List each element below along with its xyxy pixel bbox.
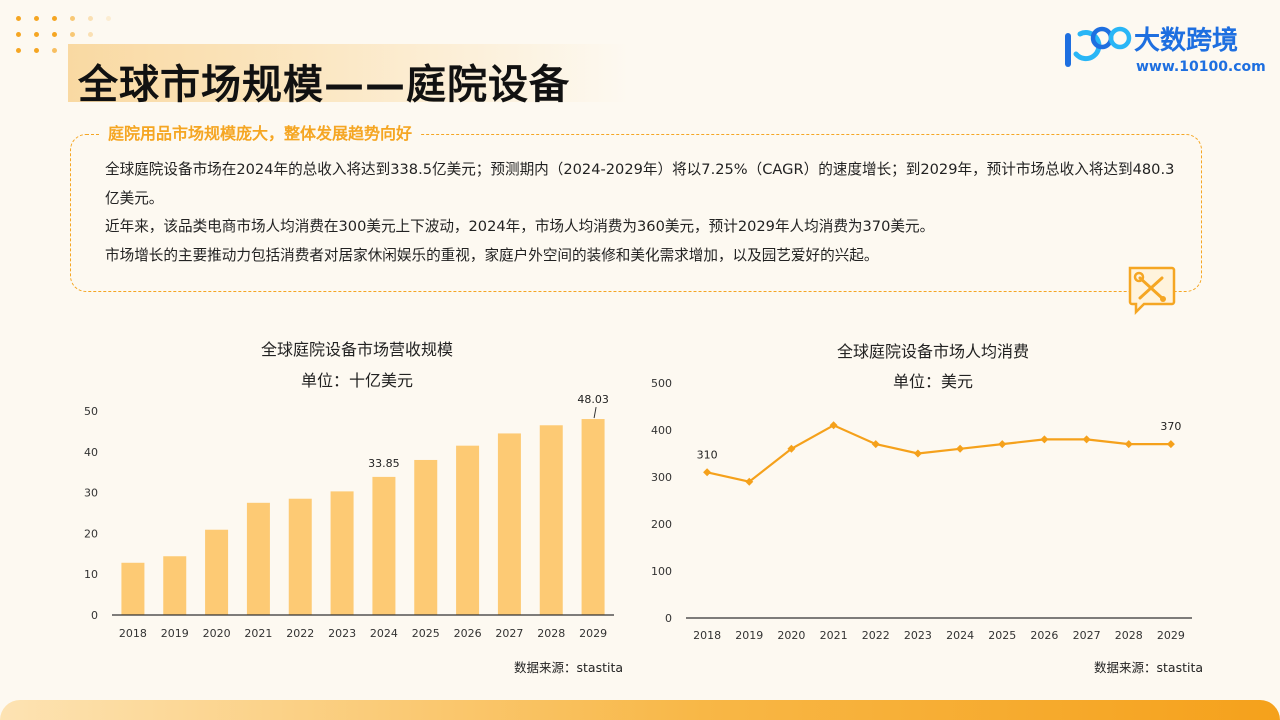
y-tick-label: 300: [651, 471, 672, 484]
y-tick-label: 50: [84, 405, 98, 418]
left-chart-subtitle: 单位：十亿美元: [300, 371, 413, 390]
data-label: 310: [697, 448, 718, 461]
x-tick-label: 2024: [946, 629, 974, 642]
data-point: [703, 468, 712, 477]
data-label-leader: [593, 406, 597, 419]
x-tick-label: 2023: [904, 629, 932, 642]
bar: [497, 433, 521, 615]
data-point: [787, 444, 796, 453]
x-tick-label: 2018: [119, 627, 147, 640]
x-tick-label: 2027: [495, 627, 523, 640]
x-tick-label: 2021: [244, 627, 272, 640]
data-point: [913, 449, 922, 458]
bar: [246, 502, 270, 615]
bar: [372, 476, 396, 615]
x-tick-label: 2020: [203, 627, 231, 640]
data-point: [1040, 435, 1049, 444]
left-chart-source: 数据来源：stastita: [514, 660, 624, 675]
summary-paragraph: 市场增长的主要推动力包括消费者对居家休闲娱乐的重视，家庭户外空间的装修和美化需求…: [105, 246, 879, 264]
x-tick-label: 2020: [777, 629, 805, 642]
summary-paragraph: 近年来，该品类电商市场人均消费在300美元上下波动，2024年，市场人均消费为3…: [105, 218, 935, 235]
series-line: [706, 424, 1171, 483]
data-point: [998, 440, 1007, 449]
data-label: 33.85: [368, 457, 400, 470]
y-tick-label: 0: [91, 609, 98, 622]
x-tick-label: 2022: [286, 627, 314, 640]
data-point: [829, 421, 838, 430]
bar: [205, 529, 229, 615]
data-point: [1082, 435, 1091, 444]
y-tick-label: 400: [651, 424, 672, 437]
data-point: [871, 440, 880, 449]
data-point: [1166, 440, 1175, 449]
x-tick-label: 2025: [988, 629, 1016, 642]
data-point: [745, 477, 754, 486]
x-tick-label: 2026: [1030, 629, 1058, 642]
data-label: 370: [1160, 420, 1181, 433]
x-tick-label: 2019: [735, 629, 763, 642]
summary-body: 全球庭院设备市场在2024年的总收入将达到338.5亿美元；预测期内（2024-…: [105, 156, 1185, 270]
bar: [288, 498, 312, 615]
x-tick-label: 2018: [693, 629, 721, 642]
x-tick-label: 2029: [1157, 629, 1185, 642]
x-tick-label: 2028: [1115, 629, 1143, 642]
x-tick-label: 2027: [1073, 629, 1101, 642]
y-tick-label: 500: [651, 377, 672, 390]
x-tick-label: 2025: [412, 627, 440, 640]
bottom-accent-bar: [0, 700, 1280, 720]
logo-url: www.10100.com: [1136, 59, 1266, 75]
logo-name: 大数跨境: [1134, 26, 1239, 56]
summary-paragraph: 全球庭院设备市场在2024年的总收入将达到338.5亿美元；预测期内（2024-…: [105, 161, 1175, 207]
y-tick-label: 20: [84, 527, 98, 540]
y-tick-label: 100: [651, 565, 672, 578]
x-tick-label: 2022: [862, 629, 890, 642]
right-chart-source: 数据来源：stastita: [1094, 660, 1204, 675]
bar: [456, 445, 480, 615]
x-tick-label: 2019: [161, 627, 189, 640]
x-tick-label: 2029: [579, 627, 607, 640]
summary-box: [70, 134, 1202, 292]
right-chart-subtitle: 单位：美元: [892, 372, 973, 391]
data-label: 48.03: [577, 393, 609, 406]
x-tick-label: 2021: [820, 629, 848, 642]
data-point: [1124, 440, 1133, 449]
data-point: [956, 444, 965, 453]
summary-heading: 庭院用品市场规模庞大，整体发展趋势向好: [100, 120, 421, 144]
y-tick-label: 40: [84, 446, 98, 459]
left-chart-title: 全球庭院设备市场营收规模: [260, 340, 453, 359]
x-tick-label: 2024: [370, 627, 398, 640]
x-tick-label: 2023: [328, 627, 356, 640]
bar: [330, 491, 354, 615]
logo-1000-icon: [1065, 26, 1132, 67]
y-tick-label: 30: [84, 487, 98, 500]
bar: [539, 425, 563, 615]
x-tick-label: 2026: [454, 627, 482, 640]
right-chart-title: 全球庭院设备市场人均消费: [836, 342, 1029, 361]
bar: [414, 459, 438, 615]
title-highlight-band: [68, 44, 628, 102]
y-tick-label: 200: [651, 518, 672, 531]
page-title: 全球市场规模——庭院设备: [78, 62, 570, 108]
bar: [121, 562, 145, 615]
x-tick-label: 2028: [537, 627, 565, 640]
y-tick-label: 0: [665, 612, 672, 625]
y-tick-label: 10: [84, 568, 98, 581]
bar: [163, 556, 187, 615]
wrench-screwdriver-icon: [1128, 266, 1176, 316]
bar: [581, 419, 605, 615]
